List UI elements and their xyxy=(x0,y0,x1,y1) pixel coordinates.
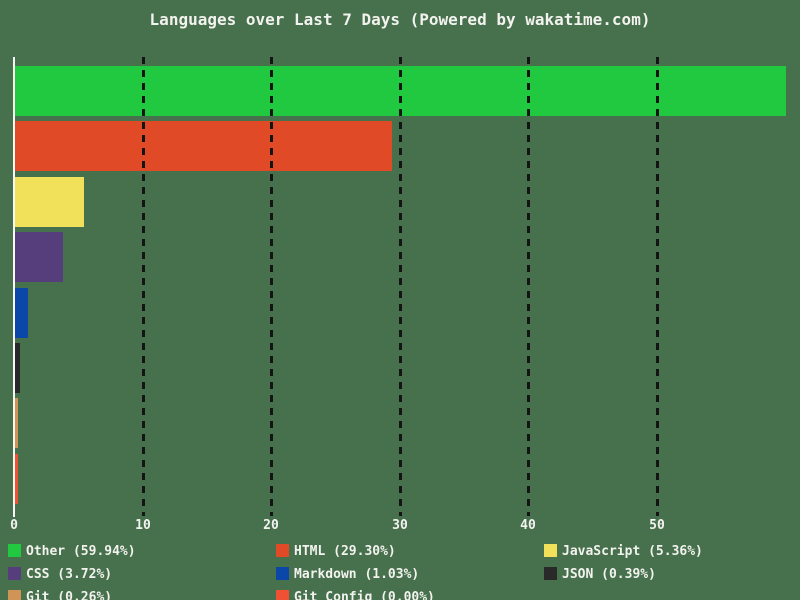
y-axis-line xyxy=(13,57,15,517)
legend-swatch-json xyxy=(544,567,557,580)
legend-label: HTML (29.30%) xyxy=(294,544,396,559)
gridline-x-30 xyxy=(399,57,402,516)
legend-item-css: CSS (3.72%) xyxy=(8,563,112,582)
bar-git-config xyxy=(15,454,18,504)
legend-label: Other (59.94%) xyxy=(26,544,136,559)
bar-json xyxy=(15,343,20,393)
gridline-x-40 xyxy=(527,57,530,516)
legend-label: JSON (0.39%) xyxy=(562,567,656,582)
legend-swatch-css xyxy=(8,567,21,580)
legend-item-other: Other (59.94%) xyxy=(8,540,136,559)
bar-html xyxy=(15,121,392,171)
x-tick-label-0: 0 xyxy=(10,518,18,533)
bar-css xyxy=(15,232,63,282)
gridline-x-50 xyxy=(656,57,659,516)
legend-item-html: HTML (29.30%) xyxy=(276,540,396,559)
x-tick-label-50: 50 xyxy=(649,518,665,533)
gridline-x-20 xyxy=(270,57,273,516)
legend-swatch-git-config xyxy=(276,590,289,600)
chart-title: Languages over Last 7 Days (Powered by w… xyxy=(149,10,651,29)
legend-swatch-markdown xyxy=(276,567,289,580)
legend-item-javascript: JavaScript (5.36%) xyxy=(544,540,703,559)
legend-label: Markdown (1.03%) xyxy=(294,567,420,582)
legend-item-json: JSON (0.39%) xyxy=(544,563,656,582)
x-tick-label-30: 30 xyxy=(392,518,408,533)
legend-item-markdown: Markdown (1.03%) xyxy=(276,563,419,582)
legend-label: CSS (3.72%) xyxy=(26,567,113,582)
x-tick-label-10: 10 xyxy=(135,518,151,533)
gridline-x-10 xyxy=(142,57,145,516)
legend-swatch-other xyxy=(8,544,21,557)
x-tick-label-20: 20 xyxy=(263,518,279,533)
bar-markdown xyxy=(15,288,28,338)
legend-item-git-config: Git Config (0.00%) xyxy=(276,586,435,600)
legend-label: JavaScript (5.36%) xyxy=(562,544,703,559)
legend-swatch-html xyxy=(276,544,289,557)
legend-swatch-javascript xyxy=(544,544,557,557)
legend-label: Git Config (0.00%) xyxy=(294,590,435,600)
x-tick-label-40: 40 xyxy=(520,518,536,533)
legend-label: Git (0.26%) xyxy=(26,590,113,600)
bar-javascript xyxy=(15,177,84,227)
bar-git xyxy=(15,398,18,448)
legend-item-git: Git (0.26%) xyxy=(8,586,112,600)
legend-swatch-git xyxy=(8,590,21,600)
